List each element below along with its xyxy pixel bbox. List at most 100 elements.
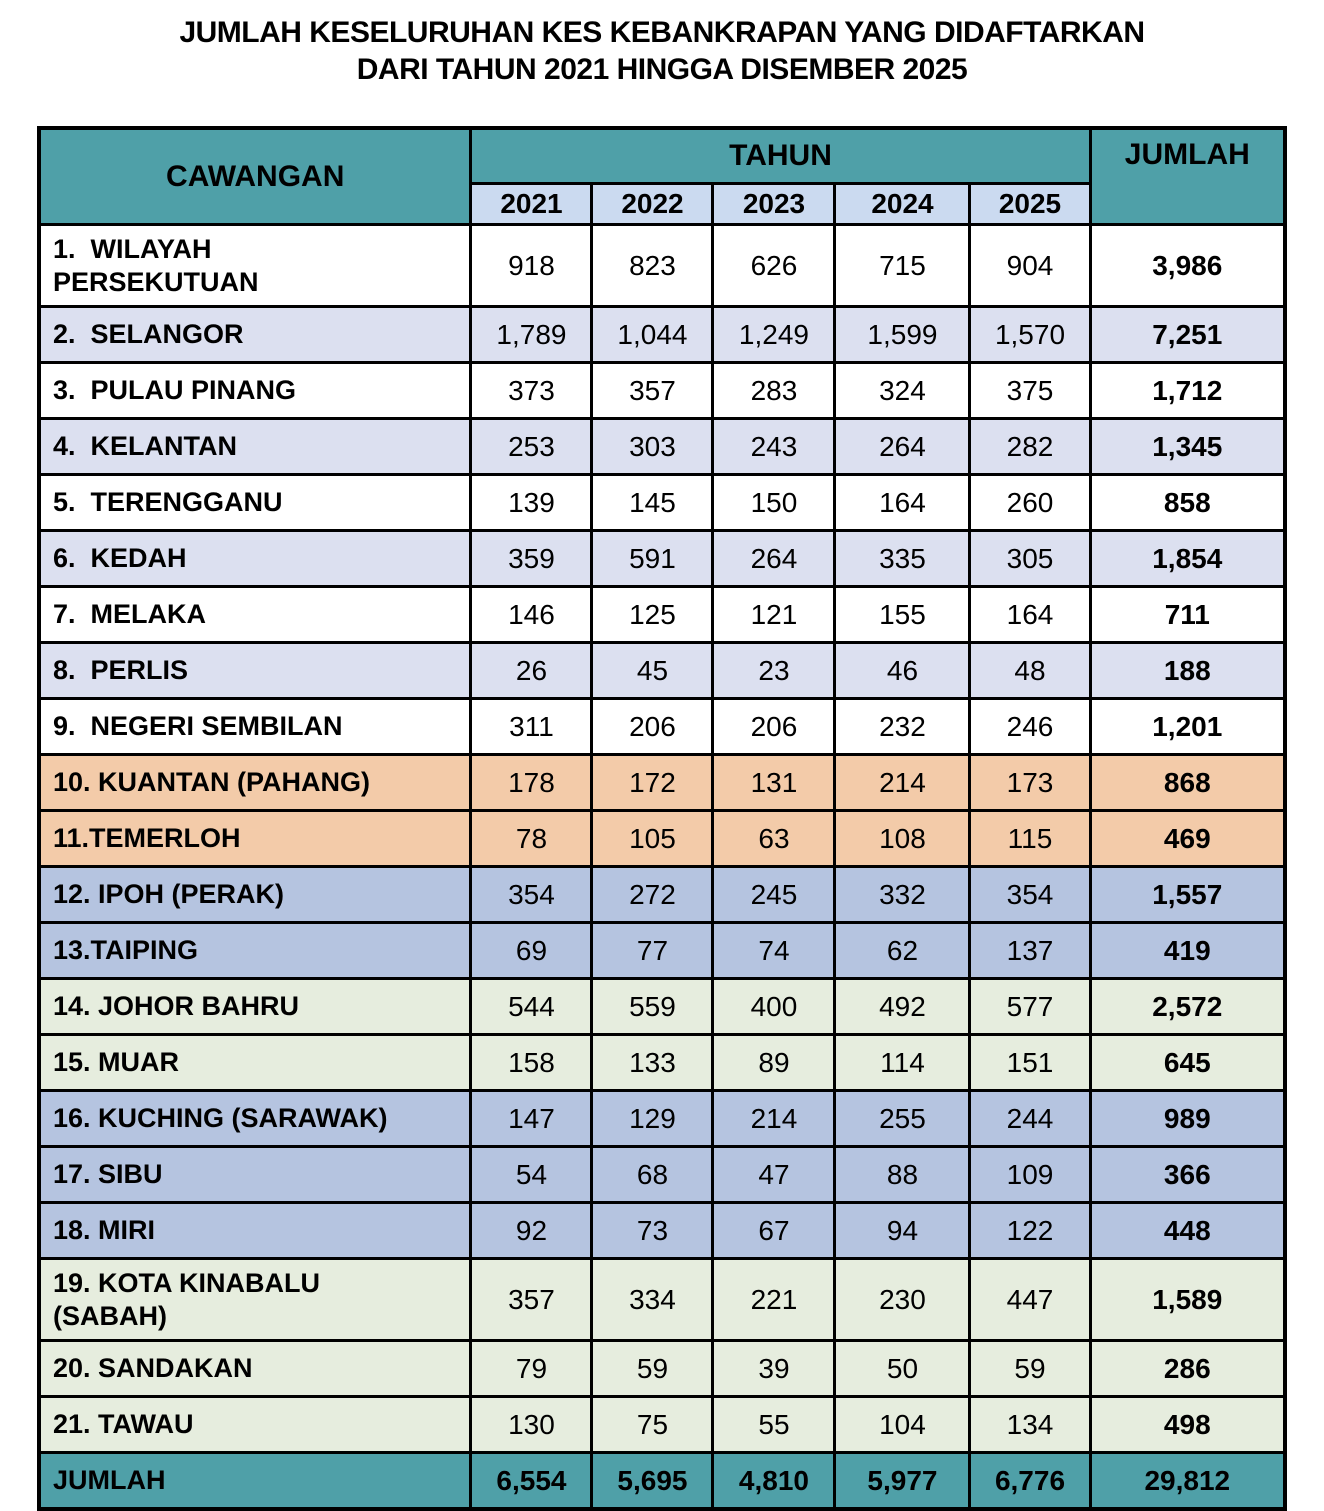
- year-value-2022: 133: [590, 1033, 715, 1092]
- year-value-2023: 89: [711, 1033, 837, 1092]
- year-value-2021: 373: [469, 361, 594, 420]
- year-value-2021: 79: [469, 1339, 594, 1398]
- bankruptcy-table: CAWANGAN TAHUN JUMLAH 2021 2022 2023 202…: [36, 126, 1288, 1511]
- year-value-2025: 354: [968, 865, 1092, 924]
- table-row: 10. KUANTAN (PAHANG) 178 172 131 214 173…: [37, 753, 1287, 812]
- row-total: 868: [1088, 753, 1287, 812]
- header-row-top: CAWANGAN TAHUN JUMLAH: [37, 126, 1287, 226]
- year-value-2021: 54: [469, 1145, 594, 1204]
- table-row: 21. TAWAU 130 75 55 104 134 498: [37, 1395, 1287, 1454]
- year-value-2023: 243: [711, 417, 837, 476]
- column-header-tahun: TAHUN: [469, 126, 1092, 185]
- column-header-cawangan: CAWANGAN: [37, 126, 473, 226]
- year-value-2025: 173: [968, 753, 1092, 812]
- year-value-2025: 447: [968, 1257, 1092, 1342]
- table-row: 1. WILAYAH PERSEKUTUAN 918 823 626 715 9…: [37, 223, 1287, 308]
- year-value-2025: 577: [968, 977, 1092, 1036]
- year-value-2022: 145: [590, 473, 715, 532]
- year-value-2022: 59: [590, 1339, 715, 1398]
- year-value-2024: 94: [833, 1201, 972, 1260]
- year-value-2024: 108: [833, 809, 972, 868]
- branch-name: 15. MUAR: [37, 1033, 473, 1092]
- year-value-2024: 104: [833, 1395, 972, 1454]
- branch-name: 2. SELANGOR: [37, 305, 473, 364]
- year-value-2025: 59: [968, 1339, 1092, 1398]
- table-row: 3. PULAU PINANG 373 357 283 324 375 1,71…: [37, 361, 1287, 420]
- year-value-2025: 282: [968, 417, 1092, 476]
- branch-name: 21. TAWAU: [37, 1395, 473, 1454]
- year-value-2022: 77: [590, 921, 715, 980]
- year-value-2023: 63: [711, 809, 837, 868]
- year-value-2021: 26: [469, 641, 594, 700]
- year-value-2023: 283: [711, 361, 837, 420]
- branch-name: 12. IPOH (PERAK): [37, 865, 473, 924]
- year-value-2021: 354: [469, 865, 594, 924]
- year-value-2024: 214: [833, 753, 972, 812]
- year-value-2023: 206: [711, 697, 837, 756]
- year-value-2021: 139: [469, 473, 594, 532]
- year-value-2021: 253: [469, 417, 594, 476]
- year-value-2023: 214: [711, 1089, 837, 1148]
- total-2022: 5,695: [590, 1451, 715, 1511]
- row-total: 7,251: [1088, 305, 1287, 364]
- branch-name: 10. KUANTAN (PAHANG): [37, 753, 473, 812]
- year-value-2025: 109: [968, 1145, 1092, 1204]
- branch-name: 19. KOTA KINABALU (SABAH): [37, 1257, 473, 1342]
- year-value-2022: 172: [590, 753, 715, 812]
- year-value-2025: 134: [968, 1395, 1092, 1454]
- year-value-2024: 232: [833, 697, 972, 756]
- branch-name: 5. TERENGGANU: [37, 473, 473, 532]
- year-value-2022: 105: [590, 809, 715, 868]
- year-value-2022: 272: [590, 865, 715, 924]
- row-total: 711: [1088, 585, 1287, 644]
- table-row: 2. SELANGOR 1,789 1,044 1,249 1,599 1,57…: [37, 305, 1287, 364]
- year-value-2024: 155: [833, 585, 972, 644]
- year-value-2022: 206: [590, 697, 715, 756]
- year-value-2022: 129: [590, 1089, 715, 1148]
- year-value-2025: 115: [968, 809, 1092, 868]
- year-value-2021: 544: [469, 977, 594, 1036]
- table-row: 16. KUCHING (SARAWAK) 147 129 214 255 24…: [37, 1089, 1287, 1148]
- table-row: 19. KOTA KINABALU (SABAH) 357 334 221 23…: [37, 1257, 1287, 1342]
- year-value-2022: 357: [590, 361, 715, 420]
- row-total: 2,572: [1088, 977, 1287, 1036]
- table-body: 1. WILAYAH PERSEKUTUAN 918 823 626 715 9…: [37, 223, 1287, 1454]
- year-value-2024: 88: [833, 1145, 972, 1204]
- year-value-2022: 68: [590, 1145, 715, 1204]
- year-value-2021: 78: [469, 809, 594, 868]
- total-2024: 5,977: [833, 1451, 972, 1511]
- table-row: 20. SANDAKAN 79 59 39 50 59 286: [37, 1339, 1287, 1398]
- year-value-2023: 67: [711, 1201, 837, 1260]
- year-value-2024: 230: [833, 1257, 972, 1342]
- year-value-2022: 591: [590, 529, 715, 588]
- total-grand: 29,812: [1088, 1451, 1287, 1511]
- year-value-2024: 62: [833, 921, 972, 980]
- total-row-label: JUMLAH: [37, 1451, 473, 1511]
- row-total: 286: [1088, 1339, 1287, 1398]
- year-value-2021: 359: [469, 529, 594, 588]
- year-value-2025: 48: [968, 641, 1092, 700]
- total-2021: 6,554: [469, 1451, 594, 1511]
- year-value-2022: 125: [590, 585, 715, 644]
- row-total: 3,986: [1088, 223, 1287, 308]
- year-value-2024: 114: [833, 1033, 972, 1092]
- year-value-2024: 715: [833, 223, 972, 308]
- year-value-2022: 75: [590, 1395, 715, 1454]
- year-value-2023: 121: [711, 585, 837, 644]
- year-value-2025: 305: [968, 529, 1092, 588]
- row-total: 1,557: [1088, 865, 1287, 924]
- row-total: 469: [1088, 809, 1287, 868]
- column-header-2021: 2021: [469, 182, 594, 226]
- row-total: 645: [1088, 1033, 1287, 1092]
- year-value-2023: 39: [711, 1339, 837, 1398]
- total-2025: 6,776: [968, 1451, 1092, 1511]
- row-total: 1,712: [1088, 361, 1287, 420]
- year-value-2023: 23: [711, 641, 837, 700]
- year-value-2023: 74: [711, 921, 837, 980]
- row-total: 1,201: [1088, 697, 1287, 756]
- table-row: 7. MELAKA 146 125 121 155 164 711: [37, 585, 1287, 644]
- year-value-2022: 559: [590, 977, 715, 1036]
- year-value-2025: 375: [968, 361, 1092, 420]
- branch-name: 13.TAIPING: [37, 921, 473, 980]
- branch-name: 8. PERLIS: [37, 641, 473, 700]
